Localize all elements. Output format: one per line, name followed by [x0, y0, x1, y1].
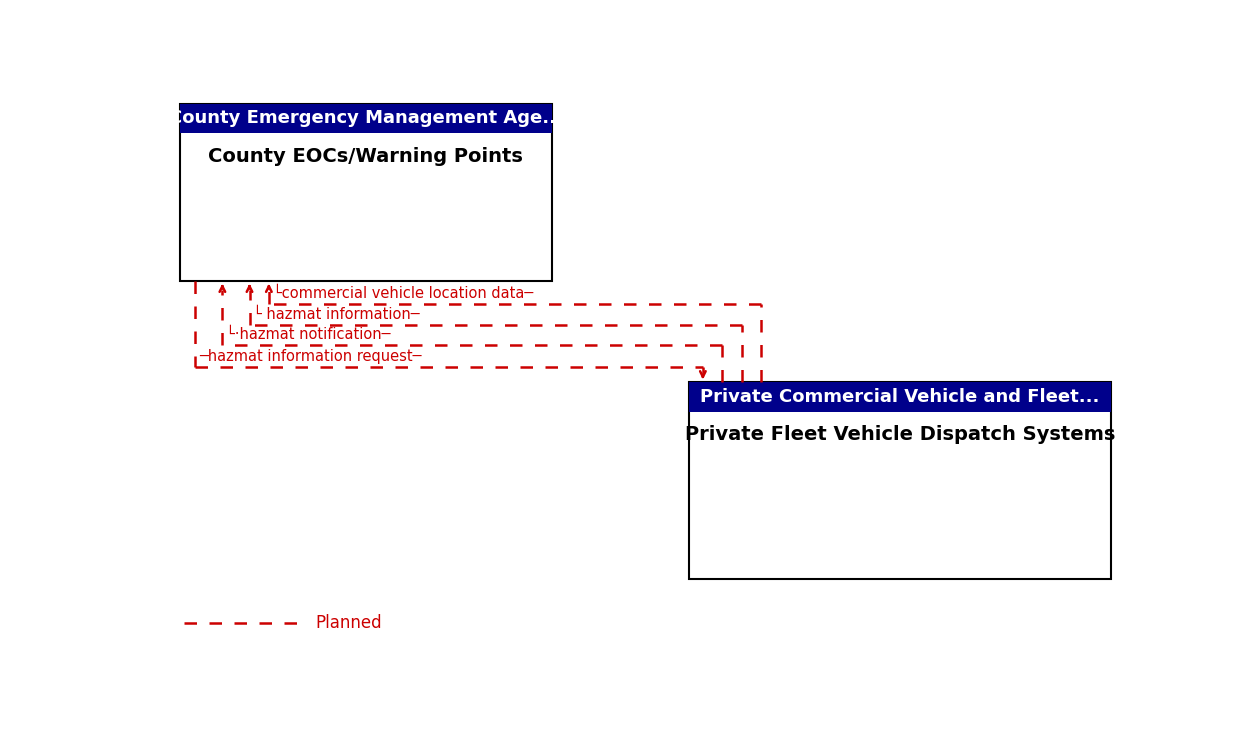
Text: County EOCs/Warning Points: County EOCs/Warning Points	[208, 147, 523, 166]
Text: └commercial vehicle location data─: └commercial vehicle location data─	[273, 286, 533, 301]
Text: ─hazmat information request─: ─hazmat information request─	[199, 349, 422, 364]
Bar	[689, 382, 1112, 411]
Bar	[180, 104, 552, 280]
Text: └·hazmat notification─: └·hazmat notification─	[227, 328, 391, 343]
Text: Private Fleet Vehicle Dispatch Systems: Private Fleet Vehicle Dispatch Systems	[685, 426, 1116, 444]
Text: County Emergency Management Age...: County Emergency Management Age...	[169, 109, 562, 127]
Bar	[689, 382, 1112, 579]
Text: └ hazmat information─: └ hazmat information─	[253, 307, 419, 322]
Text: Planned: Planned	[316, 614, 382, 632]
Text: Private Commercial Vehicle and Fleet...: Private Commercial Vehicle and Fleet...	[700, 388, 1099, 406]
Bar	[180, 104, 552, 133]
